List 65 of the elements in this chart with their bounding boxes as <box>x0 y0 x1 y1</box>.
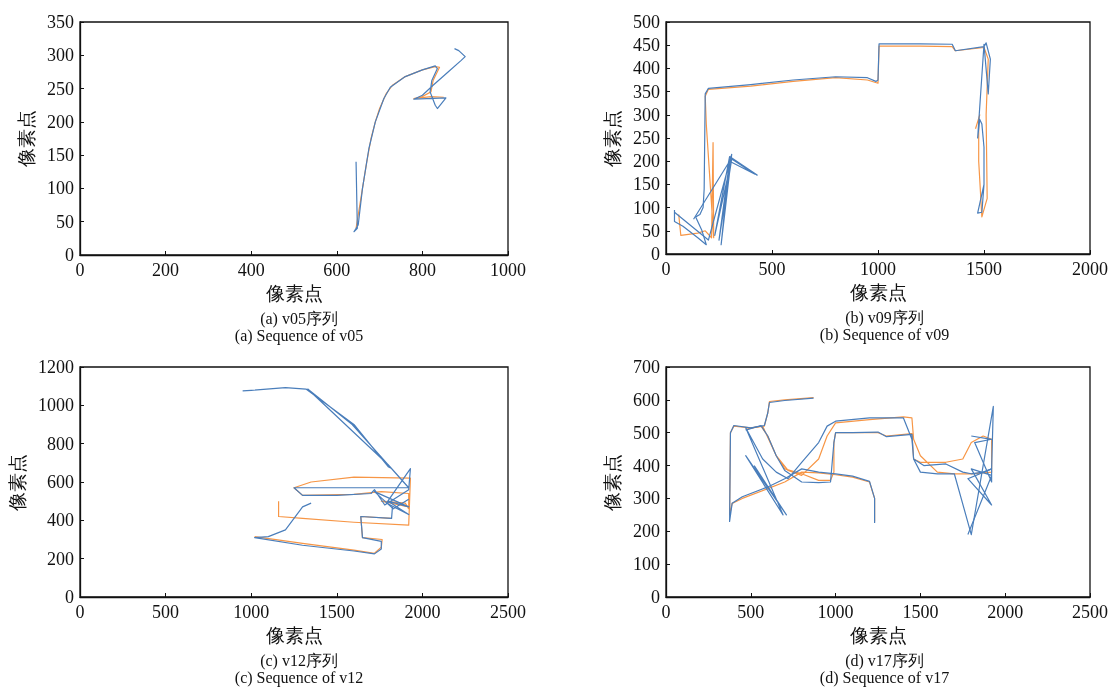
y-axis-title: 像素点 <box>7 453 29 511</box>
y-axis-title: 像素点 <box>602 109 624 167</box>
y-tick-label: 300 <box>633 488 660 509</box>
y-tick-label: 300 <box>633 104 660 125</box>
x-tick-label: 1500 <box>966 259 1002 279</box>
x-tick-label: 2000 <box>1072 259 1108 279</box>
text: (a) v05序列 <box>260 309 338 328</box>
y-tick-label: 300 <box>47 45 74 66</box>
x-tick-label: 400 <box>237 260 265 280</box>
x-tick-label: 2500 <box>490 602 526 622</box>
y-tick-label: 1200 <box>38 357 74 377</box>
y-tick-label: 0 <box>651 244 660 264</box>
x-axis-title: 像素点 <box>265 282 323 304</box>
y-tick-label: 50 <box>642 220 660 241</box>
x-axis-title: 像素点 <box>849 624 907 646</box>
y-tick-label: 500 <box>633 12 660 32</box>
x-tick-label: 1500 <box>902 602 939 622</box>
x-tick-label: 1000 <box>233 602 270 622</box>
x-tick-label: 1000 <box>817 602 854 622</box>
y-tick-label: 100 <box>47 178 74 199</box>
x-tick-label: 200 <box>152 260 180 280</box>
y-tick-label: 150 <box>633 174 660 195</box>
text: (b) v09序列 <box>845 308 924 327</box>
y-tick-label: 0 <box>65 245 74 265</box>
x-tick-label: 1000 <box>860 259 896 279</box>
x-tick-label: 500 <box>737 602 765 622</box>
y-tick-label: 200 <box>47 111 74 132</box>
y-tick-label: 1000 <box>38 395 74 416</box>
text: (d) v17序列 <box>845 651 924 670</box>
y-tick-label: 500 <box>633 422 660 443</box>
x-axis-title: 像素点 <box>849 281 907 303</box>
y-tick-label: 400 <box>633 455 660 476</box>
y-tick-label: 0 <box>651 587 660 607</box>
y-tick-label: 450 <box>633 35 660 56</box>
x-tick-label: 600 <box>323 260 351 280</box>
x-tick-label: 500 <box>152 602 180 622</box>
x-tick-label: 2000 <box>404 602 441 622</box>
x-tick-label: 1500 <box>318 602 355 622</box>
y-tick-label: 800 <box>47 433 74 454</box>
y-tick-label: 100 <box>633 197 660 218</box>
y-tick-label: 150 <box>47 145 74 166</box>
x-tick-label: 2000 <box>987 602 1024 622</box>
y-tick-label: 50 <box>56 211 74 232</box>
y-tick-label: 400 <box>633 58 660 79</box>
y-tick-label: 200 <box>633 521 660 542</box>
x-tick-label: 2500 <box>1072 602 1108 622</box>
x-tick-label: 1000 <box>490 260 526 280</box>
x-tick-label: 500 <box>758 259 786 279</box>
y-tick-label: 200 <box>633 151 660 172</box>
y-tick-label: 250 <box>47 78 74 99</box>
y-tick-label: 700 <box>633 357 660 377</box>
x-axis-title: 像素点 <box>265 624 323 646</box>
y-tick-label: 350 <box>47 12 74 32</box>
y-axis-title: 像素点 <box>16 110 38 167</box>
y-tick-label: 400 <box>47 510 74 531</box>
y-tick-label: 100 <box>633 554 660 575</box>
y-tick-label: 600 <box>633 389 660 410</box>
y-tick-label: 600 <box>47 472 74 492</box>
x-tick-label: 800 <box>408 260 436 280</box>
y-axis-title: 像素点 <box>602 453 624 511</box>
y-tick-label: 200 <box>47 548 74 569</box>
y-tick-label: 250 <box>633 128 660 148</box>
y-tick-label: 0 <box>65 587 74 607</box>
text: (c) v12序列 <box>260 651 338 670</box>
y-tick-label: 350 <box>633 81 660 102</box>
